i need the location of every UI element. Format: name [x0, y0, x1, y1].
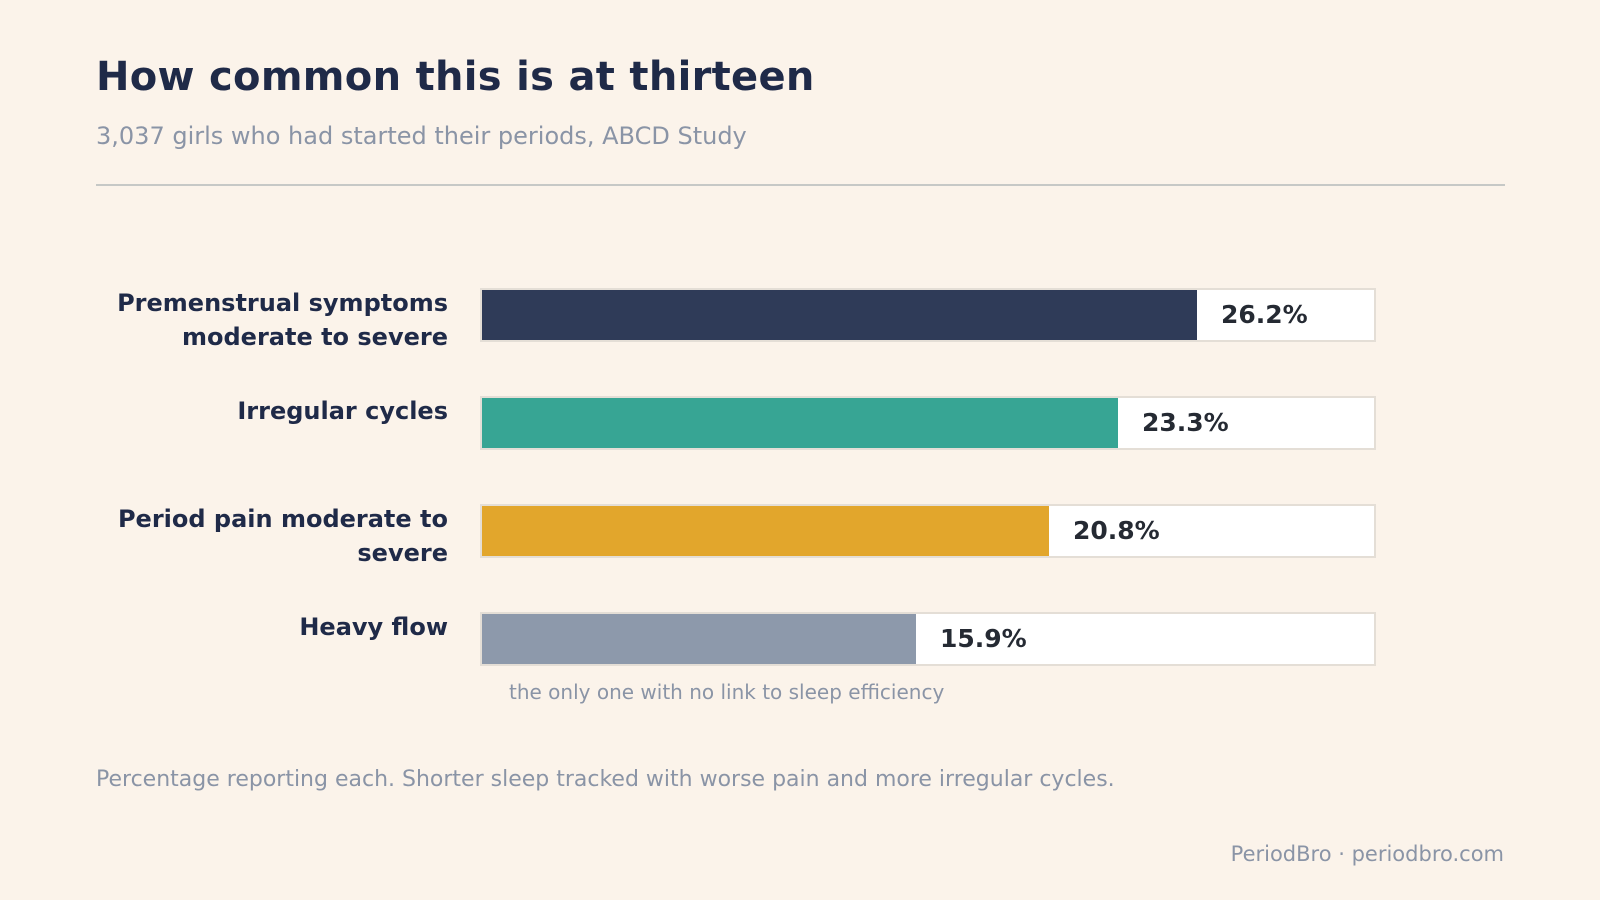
bar-track: 23.3%: [480, 396, 1376, 450]
category-label: Period pain moderate to severe: [96, 502, 448, 570]
category-label: Irregular cycles: [96, 394, 448, 428]
bar-value-label: 23.3%: [1142, 408, 1229, 437]
footnote: Percentage reporting each. Shorter sleep…: [96, 767, 1115, 792]
category-label-line: Period pain moderate to: [117, 505, 448, 533]
bar-track: 15.9%: [480, 612, 1376, 666]
category-label-line: severe: [357, 539, 448, 567]
bar-value-label: 20.8%: [1073, 516, 1160, 545]
category-label-line: Premenstrual symptoms: [117, 289, 448, 317]
bar: [482, 290, 1197, 340]
chart-subtitle: 3,037 girls who had started their period…: [96, 122, 747, 150]
category-label: Premenstrual symptoms moderate to severe: [96, 286, 448, 354]
category-label-line: moderate to severe: [181, 323, 448, 351]
bar-value-label: 26.2%: [1221, 300, 1308, 329]
category-label: Heavy flow: [96, 610, 448, 644]
bar-track: 26.2%: [480, 288, 1376, 342]
heavy-flow-note: the only one with no link to sleep effic…: [509, 680, 945, 704]
category-label-line: Heavy flow: [299, 613, 448, 641]
bar: [482, 506, 1049, 556]
bar-track: 20.8%: [480, 504, 1376, 558]
header-divider: [96, 184, 1505, 186]
bar-value-label: 15.9%: [940, 624, 1027, 653]
chart-title: How common this is at thirteen: [96, 54, 815, 100]
category-label-line: Irregular cycles: [237, 397, 448, 425]
bar: [482, 398, 1118, 448]
brand-credit: PeriodBro · periodbro.com: [1230, 842, 1504, 866]
bar: [482, 614, 916, 664]
